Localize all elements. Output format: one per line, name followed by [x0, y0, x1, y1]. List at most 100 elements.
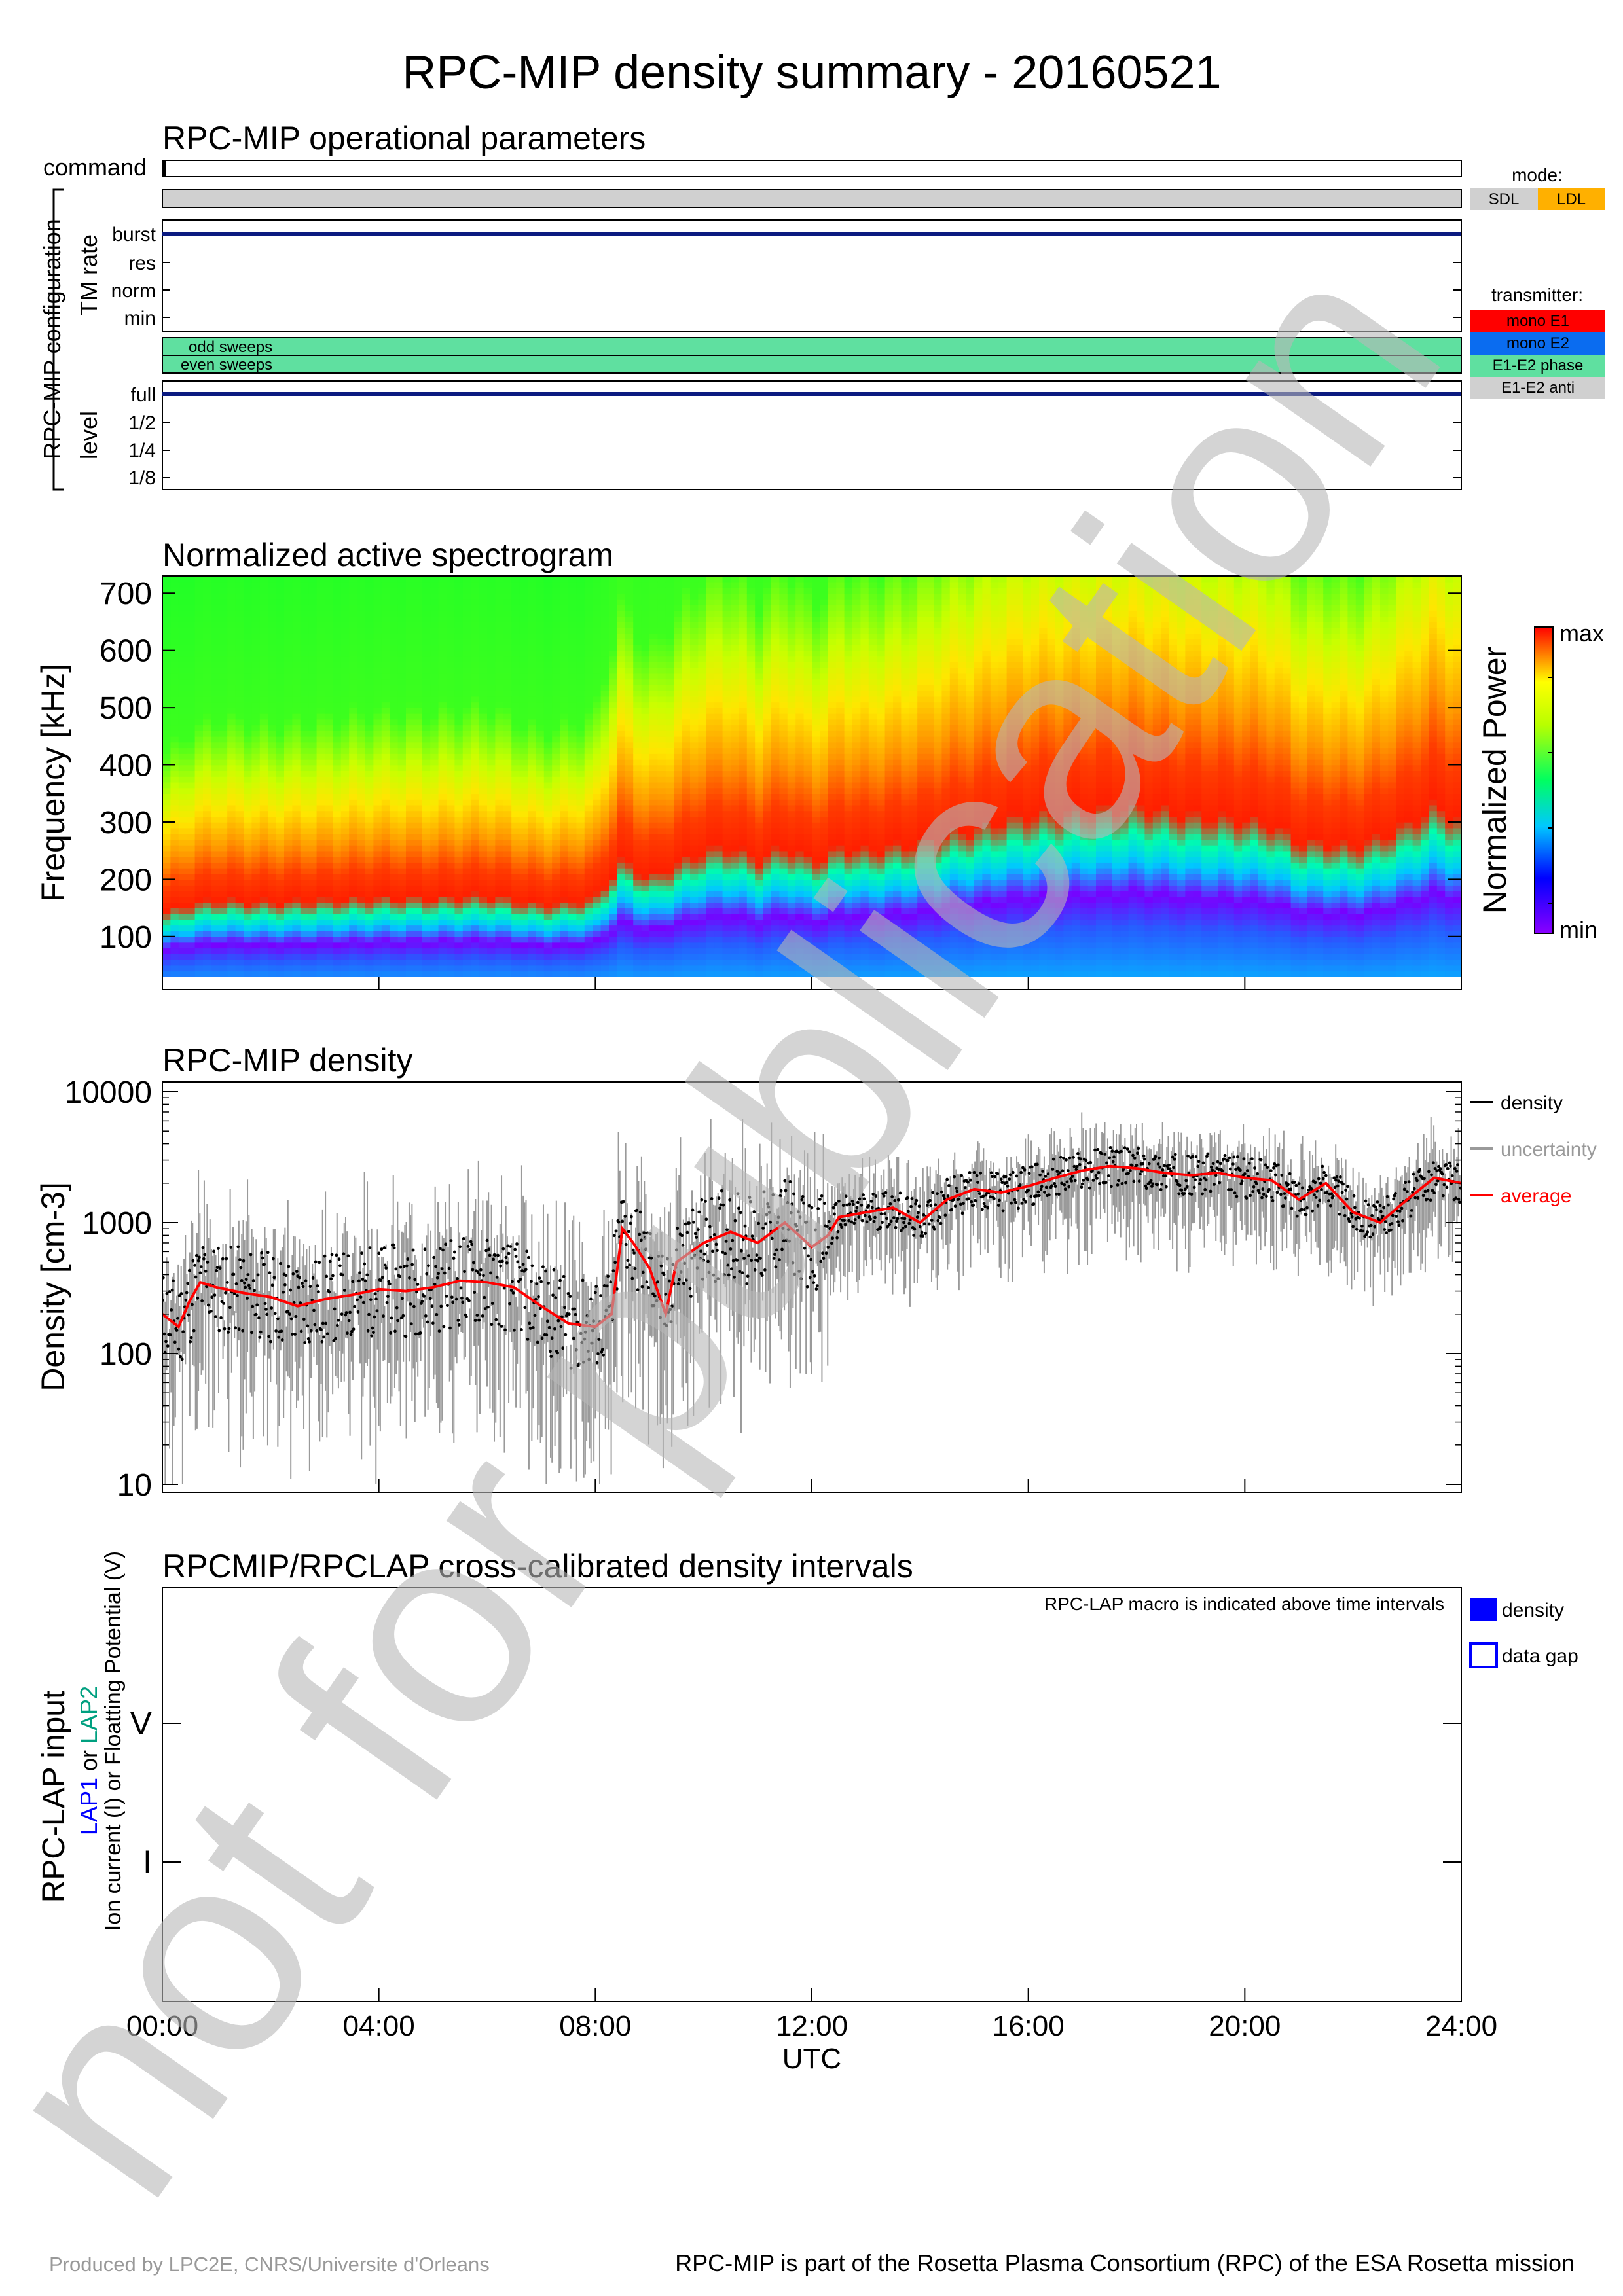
spectrogram-cell — [714, 736, 723, 743]
spectrogram-cell — [528, 936, 537, 943]
spectrogram-cell — [519, 610, 528, 617]
spectrogram-cell — [495, 725, 504, 731]
spectrogram-cell — [487, 948, 496, 954]
spectrogram-cell — [462, 810, 471, 817]
spectrogram-cell — [495, 856, 504, 863]
spectrogram-cell — [227, 839, 236, 846]
spectrogram-cell — [381, 954, 390, 960]
spectrogram-cell — [276, 913, 285, 920]
spectrogram-cell — [219, 759, 228, 766]
spectrogram-cell — [170, 616, 179, 622]
spectrogram-cell — [276, 787, 285, 795]
spectrogram-cell — [665, 764, 674, 772]
spectrogram-cell — [365, 867, 374, 874]
spectrogram-cell — [543, 804, 553, 812]
spectrogram-cell — [617, 639, 626, 645]
spectrogram-cell — [292, 581, 301, 588]
spectrogram-cell — [487, 764, 496, 772]
spectrogram-cell — [617, 896, 626, 903]
spectrogram-cell — [714, 604, 723, 611]
spectrogram-cell — [203, 798, 212, 806]
spectrogram-cell — [194, 747, 204, 754]
spectrogram-cell — [454, 598, 464, 605]
spectrogram-cell — [244, 902, 253, 908]
spectrogram-cell — [178, 787, 187, 795]
spectrogram-cell — [600, 662, 610, 668]
spectrogram-cell — [487, 713, 496, 720]
spectrogram-cell — [609, 627, 618, 634]
spectrogram-cell — [438, 776, 447, 783]
spectrogram-cell — [471, 919, 480, 926]
spectrogram-cell — [308, 702, 318, 708]
spectrogram-cell — [438, 798, 447, 806]
spectrogram-cell — [381, 936, 390, 943]
spectrogram-cell — [714, 948, 723, 954]
spectrogram-cell — [373, 581, 382, 588]
spectrogram-cell — [503, 702, 512, 708]
spectrogram-cell — [519, 804, 528, 812]
spectrogram-cell — [308, 725, 318, 731]
spectrogram-cell — [536, 821, 545, 829]
spectrogram-cell — [340, 942, 350, 949]
spectrogram-cell — [325, 948, 334, 954]
spectrogram-cell — [584, 616, 593, 622]
spectrogram-cell — [649, 776, 659, 783]
spectrogram-cell — [390, 644, 399, 651]
spectrogram-cell — [698, 798, 707, 806]
spectrogram-cell — [649, 598, 659, 605]
spectrogram-cell — [430, 954, 439, 960]
spectrogram-cell — [308, 616, 318, 622]
spectrogram-cell — [276, 747, 285, 754]
spectrogram-cell — [584, 862, 593, 869]
spectrogram-cell — [633, 656, 642, 662]
spectrogram-cell — [316, 679, 325, 685]
spectrogram-cell — [600, 873, 610, 880]
spectrogram-cell — [454, 908, 464, 914]
spectrogram-cell — [390, 604, 399, 611]
spectrogram-cell — [528, 593, 537, 600]
spectrogram-cell — [365, 725, 374, 731]
spectrogram-cell — [340, 971, 350, 977]
spectrogram-cell — [268, 839, 277, 846]
spectrogram-cell — [170, 719, 179, 726]
spectrogram-cell — [487, 650, 496, 657]
spectrogram-cell — [316, 621, 325, 628]
spectrogram-cell — [162, 850, 172, 857]
spectrogram-cell — [316, 656, 325, 662]
spectrogram-cell — [731, 725, 740, 731]
spectrogram-cell — [397, 581, 407, 588]
spectrogram-cell — [503, 971, 512, 977]
spectrogram-cell — [657, 725, 666, 731]
spectrogram-cell — [333, 867, 342, 874]
level-tick-full: full — [131, 384, 156, 406]
spectrogram-cell — [487, 954, 496, 960]
spectrogram-cell — [292, 587, 301, 594]
spectrogram-cell — [373, 787, 382, 795]
spectrogram-cell — [357, 702, 366, 708]
spectrogram-cell — [584, 810, 593, 817]
spectrogram-cell — [690, 862, 699, 869]
spectrogram-cell — [381, 713, 390, 720]
spectrogram-cell — [495, 890, 504, 897]
spectrogram-cell — [397, 587, 407, 594]
spectrogram-cell — [593, 598, 602, 605]
spectrogram-cell — [381, 667, 390, 674]
spectrogram-cell — [519, 798, 528, 806]
spectrogram-cell — [576, 913, 585, 920]
spectrogram-cell — [593, 610, 602, 617]
spectrogram-cell — [227, 690, 236, 697]
spectrogram-cell — [365, 581, 374, 588]
spectrogram-cell — [373, 885, 382, 891]
spectrogram-cell — [194, 667, 204, 674]
spectrogram-cell — [194, 867, 204, 874]
spectrogram-cell — [600, 913, 610, 920]
spectrogram-cell — [414, 827, 423, 834]
spectrogram-cell — [584, 850, 593, 857]
spectrogram-cell — [178, 959, 187, 966]
spectrogram-cell — [308, 627, 318, 634]
spectrogram-cell — [698, 696, 707, 703]
spectrogram-cell — [682, 639, 691, 645]
spectrogram-cell — [593, 833, 602, 840]
spectrogram-cell — [462, 936, 471, 943]
spectrogram-cell — [543, 787, 553, 795]
